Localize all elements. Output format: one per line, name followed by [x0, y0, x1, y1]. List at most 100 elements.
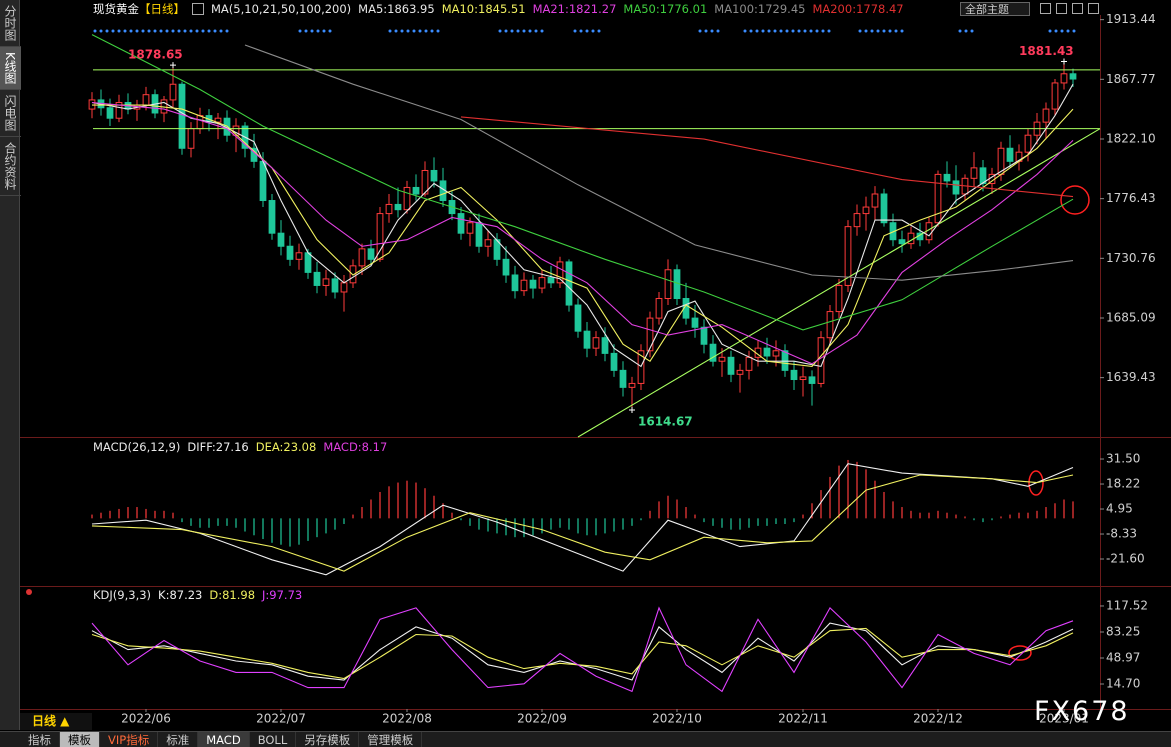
y-tick-label: 1822.10 — [1106, 131, 1156, 145]
signal-dot — [189, 29, 193, 33]
toolbar-tab[interactable]: 指标 — [20, 732, 60, 747]
legend-entry: MA100:1729.45 — [714, 2, 806, 16]
signal-dot — [743, 29, 747, 33]
side-tab[interactable]: 闪电图 — [0, 90, 21, 137]
signal-dot — [201, 29, 205, 33]
candle-body — [1042, 108, 1050, 123]
candle-body — [358, 248, 366, 267]
signal-dot — [821, 29, 825, 33]
candle-body — [286, 245, 294, 260]
ma-line — [91, 83, 1074, 368]
candle-body — [187, 128, 195, 149]
signal-dot — [579, 29, 583, 33]
toolbar-tab[interactable]: 模板 — [60, 732, 100, 747]
ma-line — [92, 104, 1074, 367]
candle-body — [1006, 147, 1014, 162]
legend-entry: MA10:1845.51 — [441, 2, 526, 16]
signal-dot — [153, 29, 157, 33]
signal-dot — [328, 29, 332, 33]
candle-body — [394, 203, 402, 211]
signal-dot — [165, 29, 169, 33]
candle-body — [106, 107, 114, 119]
signal-dot — [767, 29, 771, 33]
signal-dot — [797, 29, 801, 33]
x-tick-label: 2022/08 — [382, 712, 432, 726]
side-tab[interactable]: K线图 — [0, 47, 21, 90]
signal-dot — [388, 29, 392, 33]
signal-dot — [827, 29, 831, 33]
toolbar-icon[interactable] — [1056, 3, 1067, 14]
signal-dot — [225, 29, 229, 33]
toolbar-icon[interactable] — [1088, 3, 1099, 14]
y-tick-label: 117.52 — [1106, 598, 1148, 612]
signal-dot — [298, 29, 302, 33]
candle-body — [547, 277, 555, 284]
candle-body — [538, 277, 546, 289]
highlight-circle — [1060, 185, 1090, 215]
symbol: 现货黄金【日线】 — [93, 1, 185, 17]
candle-body — [763, 347, 771, 357]
candle-body — [313, 271, 321, 286]
signal-dot — [779, 29, 783, 33]
toolbar-tab[interactable]: 管理模板 — [359, 732, 423, 747]
signal-dot — [147, 29, 151, 33]
y-tick-label: 1867.77 — [1106, 72, 1156, 86]
macd-line — [91, 474, 1074, 572]
candle-body — [853, 213, 861, 228]
ma-title: MA(5,10,21,50,100,200) — [211, 2, 352, 16]
signal-dot — [105, 29, 109, 33]
candle-body — [808, 376, 816, 384]
toolbar-tab[interactable]: 标准 — [158, 732, 199, 747]
y-tick-label: 31.50 — [1106, 452, 1140, 466]
toolbar-tab[interactable]: 另存模板 — [296, 732, 360, 747]
legend-entry: MA50:1776.01 — [623, 2, 708, 16]
candle-body — [628, 382, 636, 388]
candle-body — [646, 317, 654, 352]
trend-line — [577, 128, 1101, 438]
signal-dot — [894, 29, 898, 33]
y-tick-label: -21.60 — [1106, 552, 1145, 566]
indicator-title: MACD(26,12,9) — [93, 440, 181, 454]
signal-dot — [773, 29, 777, 33]
toolbar-tab[interactable]: VIP指标 — [100, 732, 159, 747]
theme-dropdown[interactable]: 全部主题 — [960, 2, 1030, 16]
signal-dot — [858, 29, 862, 33]
side-tab[interactable]: 合约资料 — [0, 137, 21, 196]
candle-body — [565, 261, 573, 306]
indicator-icon[interactable] — [26, 589, 32, 595]
signal-dot — [809, 29, 813, 33]
signal-dot — [591, 29, 595, 33]
macd-line — [91, 463, 1074, 576]
high-label: 1881.43 — [1019, 44, 1074, 58]
candle-body — [403, 186, 411, 211]
signal-dot — [1060, 29, 1064, 33]
period-button[interactable]: 日线 ▲ — [20, 713, 92, 730]
highlight-circle — [1028, 470, 1044, 496]
frame — [20, 15, 1171, 710]
legend-entry: K:87.23 — [158, 588, 203, 602]
candle-body — [115, 102, 123, 119]
x-tick-label: 2022/06 — [121, 712, 171, 726]
ma-icon[interactable] — [192, 3, 204, 15]
signal-dot — [219, 29, 223, 33]
candle-body — [277, 232, 285, 247]
candle-body — [430, 169, 438, 182]
toolbar-tab[interactable]: BOLL — [250, 732, 297, 747]
candle-body — [304, 252, 312, 273]
candle-body — [691, 317, 699, 328]
legend-entry: MACD:8.17 — [323, 440, 388, 454]
candle-body — [610, 352, 618, 371]
toolbar-icon[interactable] — [1040, 3, 1051, 14]
y-tick-label: 1913.44 — [1106, 12, 1156, 26]
side-tab[interactable]: 分时图 — [0, 0, 21, 47]
legend-entry: DEA:23.08 — [255, 440, 317, 454]
legend-entry: MA21:1821.27 — [532, 2, 617, 16]
candle-body — [1051, 82, 1059, 110]
candle-body — [781, 350, 789, 371]
indicator-title: KDJ(9,3,3) — [93, 588, 152, 602]
toolbar-tab[interactable]: MACD — [198, 732, 250, 747]
candle-body — [835, 284, 843, 313]
toolbar-icon[interactable] — [1072, 3, 1083, 14]
